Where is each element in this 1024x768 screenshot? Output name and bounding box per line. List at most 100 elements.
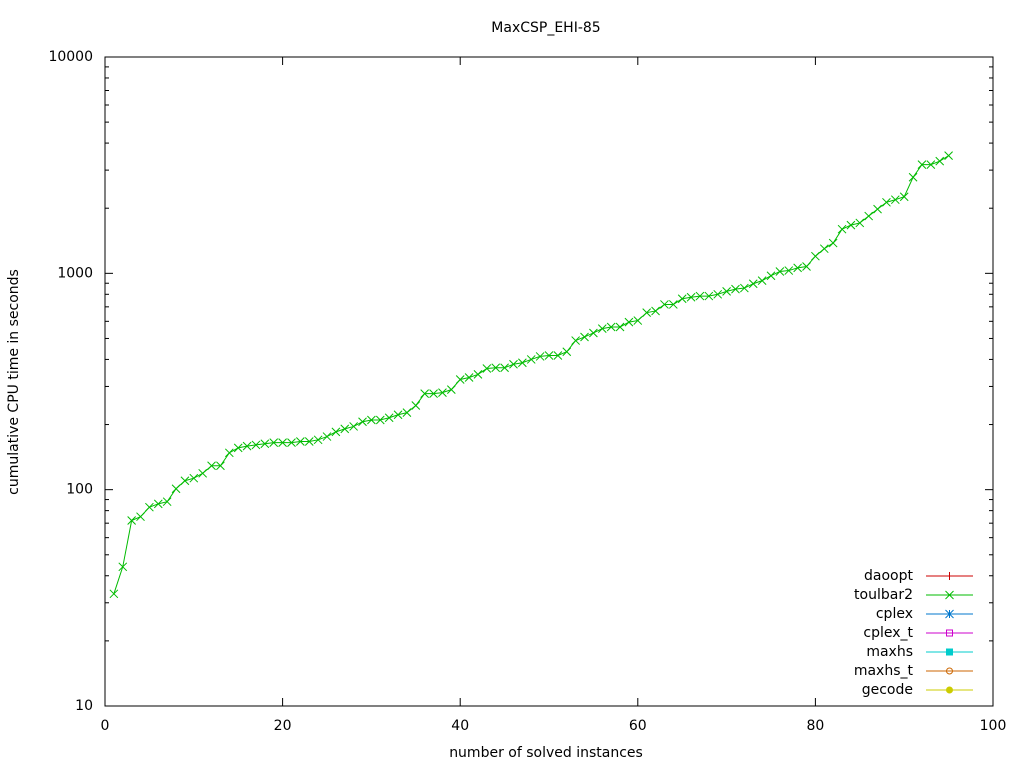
marker-stroke [935, 156, 945, 166]
marker [162, 497, 172, 507]
marker-stroke [207, 461, 216, 471]
marker [358, 417, 367, 427]
marker [642, 308, 652, 318]
marker [340, 424, 350, 434]
marker-stroke [340, 424, 350, 434]
x-tick-label: 0 [101, 718, 110, 734]
marker-stroke [358, 417, 367, 427]
marker-stroke [331, 427, 341, 437]
marker-stroke [198, 468, 208, 478]
marker [811, 251, 820, 261]
marker-stroke [819, 244, 829, 254]
marker [633, 316, 643, 325]
marker-stroke [473, 370, 483, 379]
marker-stroke [864, 211, 874, 221]
marker [509, 359, 518, 369]
marker-circle [946, 686, 953, 694]
marker-stroke [553, 351, 563, 360]
marker-stroke [597, 324, 607, 334]
marker-stroke [136, 512, 145, 522]
marker [438, 388, 447, 397]
marker-stroke [180, 476, 190, 486]
marker-stroke [802, 262, 811, 271]
marker [624, 317, 634, 327]
marker-stroke [375, 415, 385, 425]
marker [518, 358, 527, 368]
marker-stroke [855, 218, 865, 228]
marker-stroke [890, 195, 900, 205]
marker [668, 300, 678, 309]
marker [802, 262, 811, 271]
marker [775, 267, 785, 276]
marker-stroke [668, 300, 678, 309]
marker [784, 266, 794, 275]
legend-label: toulbar2 [854, 587, 913, 603]
marker [946, 667, 953, 675]
marker [375, 415, 385, 425]
marker [571, 336, 580, 345]
marker [251, 440, 261, 450]
marker [946, 629, 953, 637]
marker-stroke [313, 435, 323, 445]
marker-stroke [411, 401, 421, 410]
marker-stroke [784, 266, 794, 275]
marker-stroke [127, 516, 136, 525]
marker [322, 432, 332, 441]
y-tick-label: 10 [75, 698, 93, 714]
marker-box [946, 648, 953, 656]
chart-title: MaxCSP_EHI-85 [491, 20, 600, 36]
marker-stroke [740, 283, 749, 293]
marker-stroke [704, 291, 714, 301]
marker [455, 375, 465, 384]
marker [153, 499, 163, 509]
marker [287, 438, 296, 447]
marker-stroke [304, 437, 314, 446]
marker-stroke [908, 172, 918, 182]
marker-stroke [606, 322, 616, 332]
marker [864, 211, 874, 221]
marker-stroke [269, 438, 279, 447]
marker [677, 294, 687, 304]
marker-stroke [384, 413, 394, 423]
marker [304, 437, 314, 446]
marker [491, 363, 501, 373]
marker [580, 332, 589, 342]
marker [402, 408, 412, 417]
marker-stroke [846, 220, 856, 230]
marker [944, 151, 953, 160]
marker-stroke [500, 363, 509, 373]
marker [908, 172, 918, 182]
marker-stroke [642, 308, 652, 318]
marker-stroke [535, 352, 545, 361]
marker [260, 439, 270, 449]
marker [429, 389, 438, 398]
marker-stroke [189, 473, 199, 483]
marker-stroke [260, 439, 270, 449]
legend-label: cplex [876, 606, 913, 622]
marker [473, 370, 483, 379]
marker [127, 516, 136, 525]
x-tick-label: 60 [629, 718, 647, 734]
marker [420, 389, 430, 398]
marker [704, 291, 714, 301]
marker-stroke [731, 284, 740, 294]
marker [526, 355, 536, 364]
marker-stroke [118, 562, 128, 572]
marker-stroke [793, 263, 802, 273]
marker [313, 435, 323, 445]
marker [189, 473, 199, 483]
marker-stroke [438, 388, 447, 397]
marker-stroke [491, 363, 501, 373]
marker-stroke [695, 291, 705, 301]
marker-stroke [571, 336, 580, 345]
marker [393, 410, 403, 420]
marker [180, 476, 190, 486]
marker [740, 283, 749, 293]
marker [349, 422, 358, 431]
marker-stroke [837, 224, 847, 234]
marker-stroke [677, 294, 687, 304]
marker-stroke [162, 497, 172, 507]
marker [198, 468, 208, 478]
